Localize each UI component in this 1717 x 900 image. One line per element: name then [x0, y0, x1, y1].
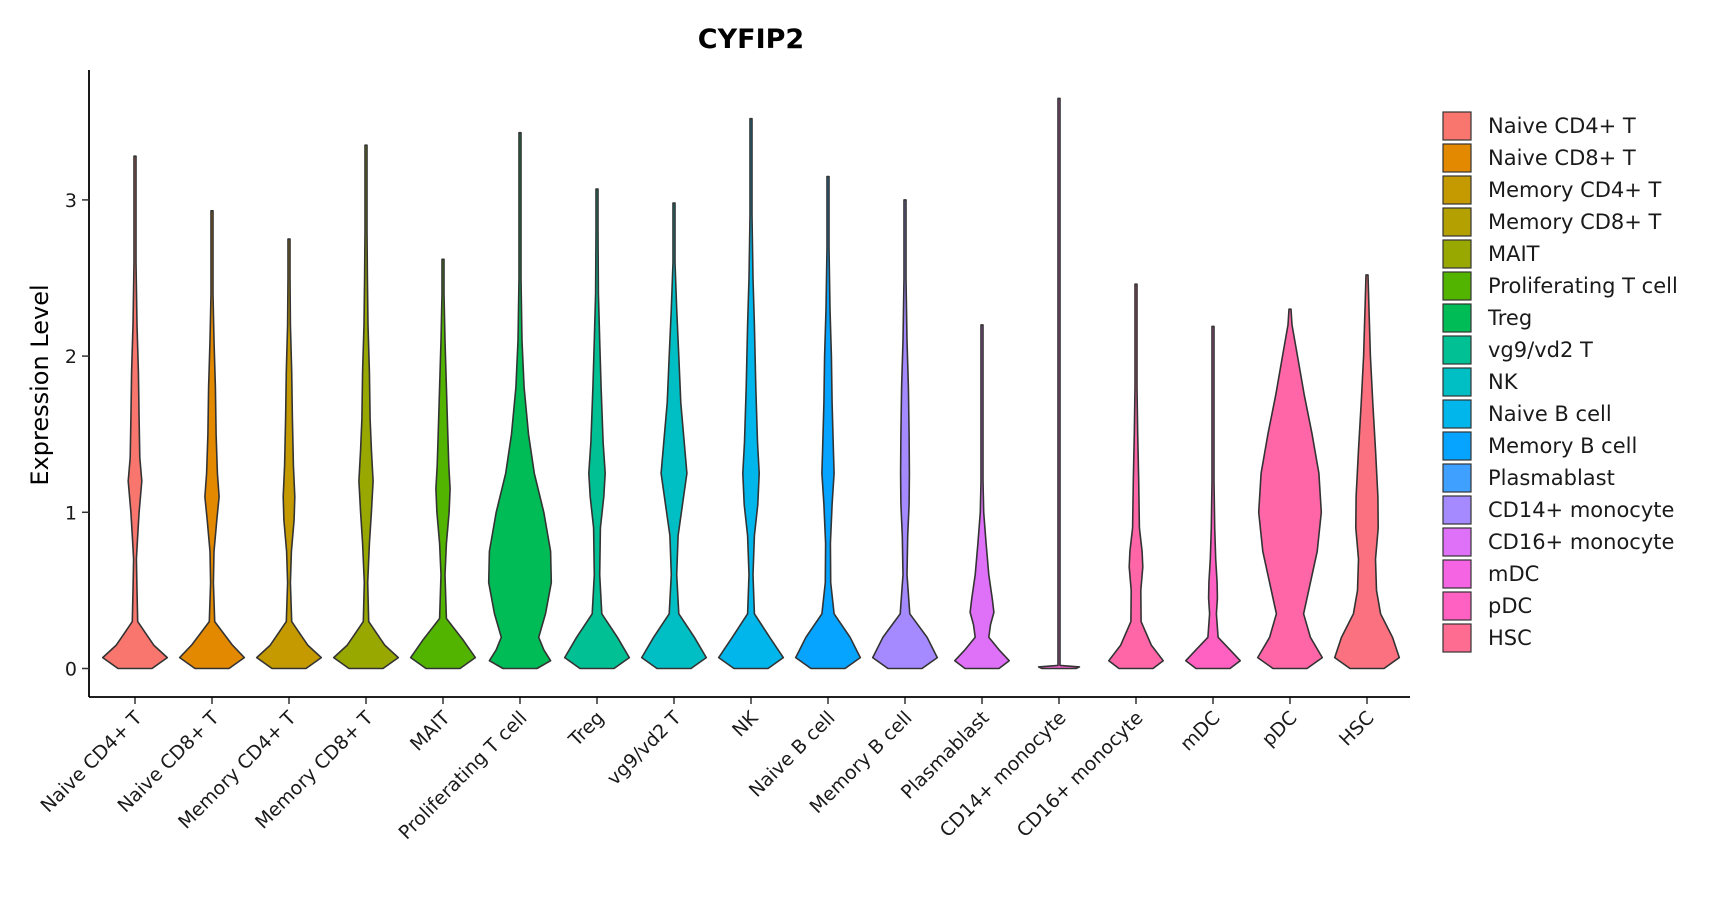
legend-label: Memory CD4+ T	[1488, 178, 1662, 202]
legend-swatch	[1442, 175, 1472, 205]
violin-mdc	[1185, 325, 1241, 670]
legend-swatch	[1442, 367, 1472, 397]
y-tick-label: 2	[65, 346, 77, 368]
legend-label: CD16+ monocyte	[1488, 530, 1674, 554]
legend: Naive CD4+ T Naive CD8+ T Memory CD4+ T Mem…	[1442, 111, 1678, 653]
y-tick-label: 0	[65, 659, 77, 681]
legend-swatch	[1442, 335, 1472, 365]
violin-plasmablast	[954, 324, 1010, 670]
violin-nk	[717, 117, 785, 670]
legend-label: NK	[1488, 370, 1519, 394]
x-tick-label: Proliferating T cell	[395, 707, 532, 844]
violin-proliferating-t-cell	[487, 131, 553, 670]
legend-swatch	[1442, 143, 1472, 173]
x-tick-label: NK	[728, 707, 763, 742]
legend-swatch	[1442, 271, 1472, 301]
y-tick-label: 1	[65, 502, 77, 524]
legend-swatch	[1442, 527, 1472, 557]
violin-hsc	[1333, 274, 1401, 670]
plot-area	[101, 97, 1401, 670]
violin-memory-cd8-t	[332, 144, 400, 670]
legend-label: Memory B cell	[1488, 434, 1637, 458]
x-tick-label: HSC	[1335, 707, 1379, 751]
violin-cd16-monocyte	[1108, 283, 1164, 670]
legend-label: MAIT	[1488, 242, 1540, 266]
chart-title: CYFIP2	[698, 24, 804, 55]
violin-naive-cd4-t	[101, 155, 169, 670]
x-tick-label: pDC	[1258, 707, 1302, 751]
legend-swatch	[1442, 431, 1472, 461]
legend-label: Naive B cell	[1488, 402, 1612, 426]
legend-label: CD14+ monocyte	[1488, 498, 1674, 522]
violin-naive-b-cell	[794, 175, 862, 670]
legend-swatch	[1442, 591, 1472, 621]
violin-naive-cd8-t	[178, 210, 246, 670]
legend-label: Plasmablast	[1488, 466, 1615, 490]
x-tick-label: MAIT	[406, 707, 455, 756]
legend-label: Naive CD4+ T	[1488, 114, 1636, 138]
violin-pdc	[1256, 308, 1324, 670]
violin-treg	[563, 188, 631, 670]
legend-swatch	[1442, 559, 1472, 589]
legend-swatch	[1442, 463, 1472, 493]
legend-label: pDC	[1488, 594, 1532, 618]
legend-swatch	[1442, 623, 1472, 653]
x-tick-label: mDC	[1176, 707, 1224, 755]
y-axis: 0 1 2 3	[65, 70, 90, 697]
violin-vg9-vd2-t	[640, 202, 708, 670]
legend-swatch	[1442, 239, 1472, 269]
legend-label: Memory CD8+ T	[1488, 210, 1662, 234]
legend-label: Naive CD8+ T	[1488, 146, 1636, 170]
x-tick-label: CD14+ monocyte	[936, 707, 1071, 842]
x-tick-label: Treg	[564, 707, 609, 752]
legend-swatch	[1442, 495, 1472, 525]
violin-cd14-monocyte	[1037, 97, 1081, 670]
x-tick-label: CD16+ monocyte	[1013, 707, 1148, 842]
y-tick-label: 3	[65, 190, 77, 212]
legend-swatch	[1442, 207, 1472, 237]
y-axis-title: Expression Level	[26, 284, 54, 485]
violin-mait	[409, 258, 477, 670]
violin-memory-cd4-t	[255, 238, 323, 670]
legend-swatch	[1442, 111, 1472, 141]
legend-label: Treg	[1487, 306, 1532, 330]
legend-swatch	[1442, 399, 1472, 429]
legend-swatch	[1442, 303, 1472, 333]
legend-label: vg9/vd2 T	[1488, 338, 1593, 362]
legend-label: HSC	[1488, 626, 1532, 650]
violin-memory-b-cell	[871, 199, 939, 670]
legend-label: Proliferating T cell	[1488, 274, 1678, 298]
x-tick-label: vg9/vd2 T	[603, 707, 686, 790]
legend-label: mDC	[1488, 562, 1539, 586]
